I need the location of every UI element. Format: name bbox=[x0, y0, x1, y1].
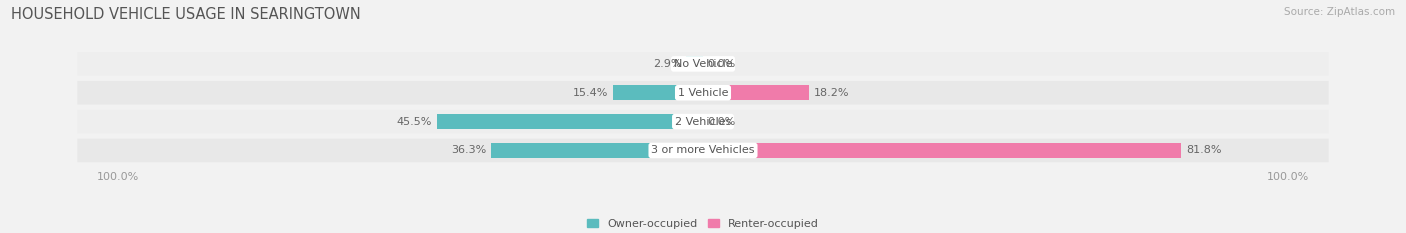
Bar bbox=[686, 56, 703, 71]
Text: 15.4%: 15.4% bbox=[572, 88, 609, 98]
Text: HOUSEHOLD VEHICLE USAGE IN SEARINGTOWN: HOUSEHOLD VEHICLE USAGE IN SEARINGTOWN bbox=[11, 7, 361, 22]
Text: Source: ZipAtlas.com: Source: ZipAtlas.com bbox=[1284, 7, 1395, 17]
Text: 2.9%: 2.9% bbox=[652, 59, 682, 69]
Bar bbox=[613, 85, 703, 100]
Bar bbox=[703, 143, 1181, 158]
Legend: Owner-occupied, Renter-occupied: Owner-occupied, Renter-occupied bbox=[586, 219, 820, 229]
Text: No Vehicle: No Vehicle bbox=[673, 59, 733, 69]
Text: 0.0%: 0.0% bbox=[707, 116, 735, 127]
Text: 45.5%: 45.5% bbox=[396, 116, 432, 127]
Text: 18.2%: 18.2% bbox=[814, 88, 849, 98]
FancyBboxPatch shape bbox=[77, 110, 1329, 134]
FancyBboxPatch shape bbox=[77, 139, 1329, 162]
Bar bbox=[703, 85, 810, 100]
Text: 1 Vehicle: 1 Vehicle bbox=[678, 88, 728, 98]
FancyBboxPatch shape bbox=[77, 52, 1329, 76]
Text: 2 Vehicles: 2 Vehicles bbox=[675, 116, 731, 127]
Text: 3 or more Vehicles: 3 or more Vehicles bbox=[651, 145, 755, 155]
Text: 0.0%: 0.0% bbox=[707, 59, 735, 69]
FancyBboxPatch shape bbox=[77, 81, 1329, 105]
Text: 36.3%: 36.3% bbox=[451, 145, 486, 155]
Bar bbox=[491, 143, 703, 158]
Bar bbox=[437, 114, 703, 129]
Text: 81.8%: 81.8% bbox=[1187, 145, 1222, 155]
